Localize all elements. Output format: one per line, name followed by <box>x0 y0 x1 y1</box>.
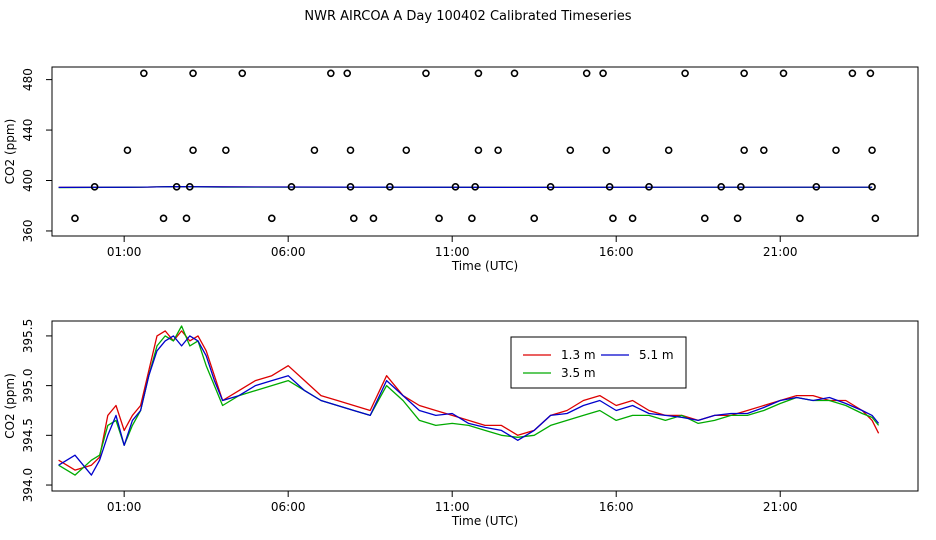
plot1-series-line-51 <box>58 185 873 188</box>
plot1-y-tick-label: 440 <box>21 119 35 142</box>
plot1-x-tick-label: 06:00 <box>271 245 306 259</box>
plot2-x-tick-label: 01:00 <box>107 500 142 514</box>
plot1-calibration-point <box>760 146 768 155</box>
plot1-y-axis-label: CO2 (ppm) <box>3 119 17 185</box>
plot1-calibration-point <box>717 183 725 191</box>
plot2-y-tick-label: 394.0 <box>21 468 35 502</box>
plot1-calibration-point <box>346 146 355 155</box>
plot1-calibration-point <box>123 146 132 155</box>
plot1-calibration-point <box>609 214 617 223</box>
plot1-calibration-point <box>779 69 788 78</box>
plot1-calibration-point <box>474 146 483 155</box>
plot1-calibration-point <box>812 183 821 191</box>
plot1-calibration-point <box>343 69 352 78</box>
plot1-calibration-point <box>681 69 689 78</box>
plot1-calibration-point <box>582 69 591 78</box>
plot1-calibration-point <box>700 214 709 223</box>
plot1-calibration-point <box>267 214 276 223</box>
plot2-y-tick-label: 395.5 <box>21 319 35 353</box>
plot1-calibration-point <box>605 183 614 191</box>
plot2-x-tick-label: 06:00 <box>271 500 306 514</box>
plot1-calibration-point <box>140 69 148 78</box>
plot2-legend-label: 3.5 m <box>561 366 596 380</box>
plot1-calibration-point <box>369 214 378 223</box>
plot1-calibration-point <box>189 146 197 155</box>
plot1-calibration-point <box>628 214 637 223</box>
plot1-x-tick-label: 16:00 <box>599 245 634 259</box>
plot1-calibration-point <box>349 214 358 223</box>
plot1-calibration-point <box>602 146 611 155</box>
plot1-calibration-point <box>287 183 296 191</box>
plot2-x-axis-label: Time (UTC) <box>451 514 518 528</box>
plot1-calibration-point <box>185 183 194 191</box>
plot1-calibration-point <box>386 183 394 191</box>
plot1-calibration-point <box>222 146 230 155</box>
plot1-x-tick-label: 11:00 <box>435 245 470 259</box>
plot2-series-line-35 <box>58 325 880 476</box>
plot2-legend-label: 5.1 m <box>639 348 674 362</box>
plot2-series-line-51 <box>58 335 880 476</box>
plot1-calibration-point <box>566 146 575 155</box>
plot1-x-tick-label: 01:00 <box>107 245 142 259</box>
plot1-calibration-point <box>189 69 197 78</box>
plot1-calibration-point <box>530 214 539 223</box>
plot1-frame <box>51 66 919 237</box>
plot1-calibration-point <box>510 69 519 78</box>
plot1-calibration-point <box>546 183 555 191</box>
plot1-calibration-point <box>71 214 79 223</box>
plot1-calibration-point <box>733 214 742 223</box>
plot1-calibration-point <box>599 69 607 78</box>
plot1-calibration-point <box>740 69 748 78</box>
plot1-calibration-point <box>868 183 876 191</box>
plot2-series-line-13 <box>58 330 880 471</box>
plot1-calibration-point <box>868 146 876 155</box>
plot1-calibration-point <box>172 183 181 191</box>
plot1-calibration-point <box>871 214 880 223</box>
plot2-x-tick-label: 21:00 <box>763 500 798 514</box>
plot1-calibration-point <box>238 69 247 78</box>
plot2-y-tick-label: 394.5 <box>21 418 35 452</box>
plot2-x-tick-label: 16:00 <box>599 500 634 514</box>
plot2-y-axis-label: CO2 (ppm) <box>3 373 17 439</box>
plot1-calibration-point <box>645 183 653 191</box>
plot1-calibration-point <box>327 69 335 78</box>
plot1-calibration-point <box>346 183 355 191</box>
plot1-calibration-point <box>832 146 840 155</box>
plot1-y-tick-label: 480 <box>21 68 35 91</box>
figure-title: NWR AIRCOA A Day 100402 Calibrated Times… <box>304 9 632 24</box>
plot1-calibration-point <box>435 214 443 223</box>
plot1-calibration-point <box>310 146 319 155</box>
plot1-calibration-point <box>451 183 460 191</box>
plot1-y-tick-label: 400 <box>21 169 35 192</box>
plot1-calibration-point <box>90 183 99 191</box>
plot1-calibration-point <box>159 214 168 223</box>
plot1-calibration-point <box>494 146 502 155</box>
plot2-legend-label: 1.3 m <box>561 348 596 362</box>
plot1-calibration-point <box>740 146 748 155</box>
plot1-calibration-point <box>664 146 673 155</box>
plot1-calibration-point <box>182 214 191 223</box>
plot1-calibration-point <box>796 214 804 223</box>
plot2-frame <box>51 320 919 492</box>
plot2-y-tick-label: 395.0 <box>21 368 35 402</box>
plot2-legend-box <box>510 336 687 389</box>
plot1-calibration-point <box>471 183 479 191</box>
plot1-calibration-point <box>422 69 430 78</box>
plot1-calibration-point <box>737 183 745 191</box>
plot1-calibration-point <box>468 214 476 223</box>
plot1-y-tick-label: 360 <box>21 220 35 243</box>
plot1-calibration-point <box>474 69 483 78</box>
plot1-x-axis-label: Time (UTC) <box>451 259 518 273</box>
plot1-calibration-point <box>402 146 411 155</box>
plot1-x-tick-label: 21:00 <box>763 245 798 259</box>
plot1-calibration-point <box>866 69 875 78</box>
plot1-calibration-point <box>848 69 857 78</box>
plot2-x-tick-label: 11:00 <box>435 500 470 514</box>
